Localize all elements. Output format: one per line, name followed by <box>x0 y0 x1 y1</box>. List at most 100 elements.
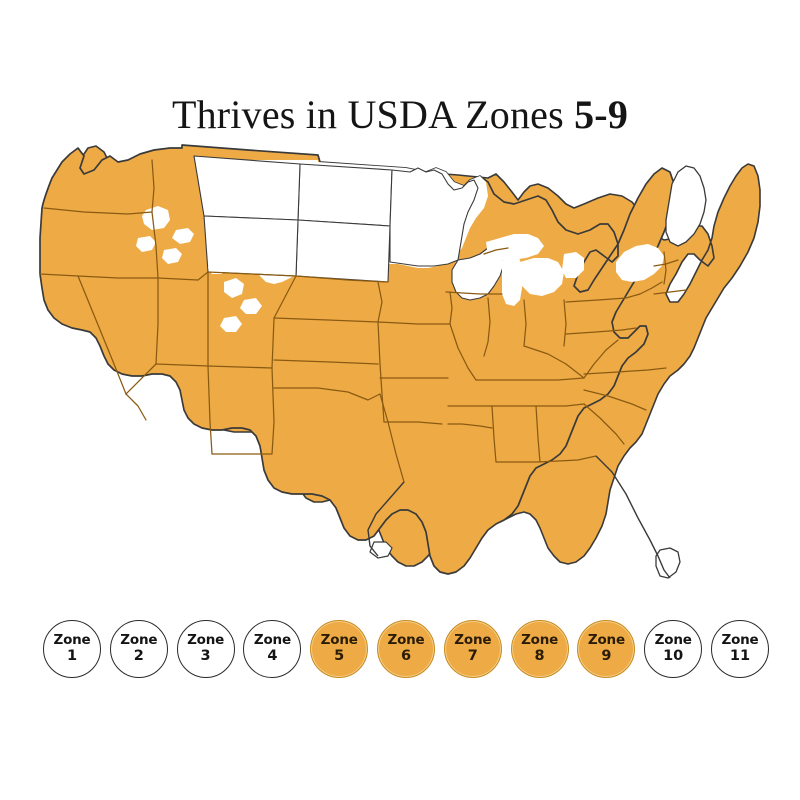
white-region-upper-peninsula <box>486 234 544 260</box>
border-co-wy <box>207 271 297 277</box>
state-border-lines <box>39 159 687 483</box>
border-ar-la <box>383 421 443 425</box>
border-sc-nc <box>583 389 647 411</box>
border-ne-ks <box>273 317 379 323</box>
white-region-southern-texas <box>369 541 393 559</box>
border-ky-tn <box>475 377 585 381</box>
border-ia-il <box>449 291 453 325</box>
lake-huron-erie-white <box>562 252 584 278</box>
zone-badge-label: Zone <box>654 632 692 649</box>
white-region-south-dakota <box>295 219 391 283</box>
border-ga-fl <box>495 455 597 463</box>
zone-badge-1[interactable]: Zone 1 <box>43 620 101 678</box>
white-region-north-dakota <box>297 163 393 227</box>
border-tn-al <box>447 403 585 407</box>
border-ks-ok <box>273 359 379 365</box>
border-ok-tx <box>273 387 381 401</box>
zone-badge-10[interactable]: Zone 10 <box>644 620 703 678</box>
border-ok-ar <box>379 363 385 423</box>
border-nv-ut <box>155 277 159 365</box>
border-ms-al <box>491 405 497 463</box>
zone-badge-number: 10 <box>663 647 684 664</box>
border-pa-md <box>565 327 637 335</box>
zone-badge-label: Zone <box>320 632 358 649</box>
border-az-nm <box>207 365 213 455</box>
border-id-ut <box>157 271 209 281</box>
border-ut-az <box>155 363 209 367</box>
white-region-northern-wisconsin <box>451 245 505 301</box>
zone-badge-label: Zone <box>587 632 625 649</box>
border-ca-az <box>125 393 147 421</box>
zone-badge-8[interactable]: Zone 8 <box>510 620 569 678</box>
zone-badge-3[interactable]: Zone 3 <box>176 620 235 678</box>
zone-badge-label: Zone <box>387 632 425 649</box>
border-new-england <box>653 259 679 267</box>
white-region-southern-california <box>48 388 96 438</box>
white-region-rockies-speckles <box>208 260 262 332</box>
zone-badge-7[interactable]: Zone 7 <box>443 620 502 678</box>
border-in-oh <box>523 299 527 347</box>
zone-badge-number: 5 <box>334 647 345 664</box>
zone-badge-number: 8 <box>534 647 545 664</box>
border-ms-la <box>447 423 493 429</box>
border-nv-az <box>125 363 157 395</box>
border-ca-nv <box>77 275 127 395</box>
coast-texas-gulf <box>367 481 405 557</box>
zone-badge-6[interactable]: Zone 6 <box>377 620 435 678</box>
zone-badge-number: 9 <box>601 647 612 664</box>
page-title: Thrives in USDA Zones 5-9 <box>0 92 800 138</box>
usda-zone-legend: Zone 1 Zone 2 Zone 3 Zone 4 Zone 5 Zone 6 Zone 7 Zone 8… <box>0 612 800 704</box>
border-va-wv <box>583 339 619 379</box>
zone-badge-9[interactable]: Zone 9 <box>577 620 636 678</box>
border-vt-nh <box>663 251 667 285</box>
white-region-minnesota <box>389 167 479 267</box>
border-or-ca <box>39 273 159 279</box>
border-nm-tx <box>211 367 275 455</box>
border-al-ga <box>535 405 541 463</box>
border-ny-ne <box>639 281 663 295</box>
white-region-southern-florida <box>655 547 681 579</box>
white-region-northern-new-york <box>616 244 664 282</box>
border-or-id <box>151 211 159 279</box>
border-wa-or <box>43 207 153 215</box>
border-ma-ct <box>653 289 687 295</box>
zone-badge-label: Zone <box>454 632 492 649</box>
zone-badge-number: 3 <box>200 647 211 664</box>
border-ga-sc <box>583 403 625 445</box>
zone-badge-label: Zone <box>120 632 158 649</box>
white-region-maine <box>665 165 707 247</box>
border-sd-ne <box>295 275 389 283</box>
lake-michigan-white <box>502 252 522 306</box>
unshaded-zone-regions <box>48 155 707 579</box>
white-region-northern-michigan <box>518 258 564 296</box>
border-nc-va <box>583 367 667 375</box>
coastline-details <box>367 455 671 579</box>
border-nm-co <box>207 365 273 369</box>
zone-badge-number: 1 <box>66 647 78 664</box>
zone-badge-number: 6 <box>400 647 412 664</box>
border-oh-pa <box>563 299 567 347</box>
white-region-idaho-speckles <box>136 206 194 264</box>
us-map-container <box>18 142 782 602</box>
zone-badge-2[interactable]: Zone 2 <box>109 620 168 678</box>
coast-florida <box>595 455 671 579</box>
zone-badge-number: 4 <box>267 647 278 664</box>
page-title-lead: Thrives in USDA Zones <box>171 92 575 137</box>
border-ks-mo <box>377 321 381 365</box>
border-pa-ny <box>565 293 641 303</box>
border-ia-mo <box>377 321 451 325</box>
border-tx-la <box>379 393 405 483</box>
zone-badge-label: Zone <box>53 632 91 649</box>
zone-badge-number: 7 <box>467 647 478 664</box>
zone-badge-5[interactable]: Zone 5 <box>310 620 369 678</box>
zone-badge-label: Zone <box>253 632 291 649</box>
border-wa-id <box>151 159 155 213</box>
white-region-montana <box>193 155 301 221</box>
us-hardiness-map-svg <box>39 144 761 579</box>
zone-badge-4[interactable]: Zone 4 <box>243 620 302 678</box>
border-il-mo <box>449 323 477 381</box>
border-ne-ia <box>377 281 383 323</box>
zone-badge-11[interactable]: Zone 11 <box>711 620 769 678</box>
border-wi-il <box>445 291 503 295</box>
